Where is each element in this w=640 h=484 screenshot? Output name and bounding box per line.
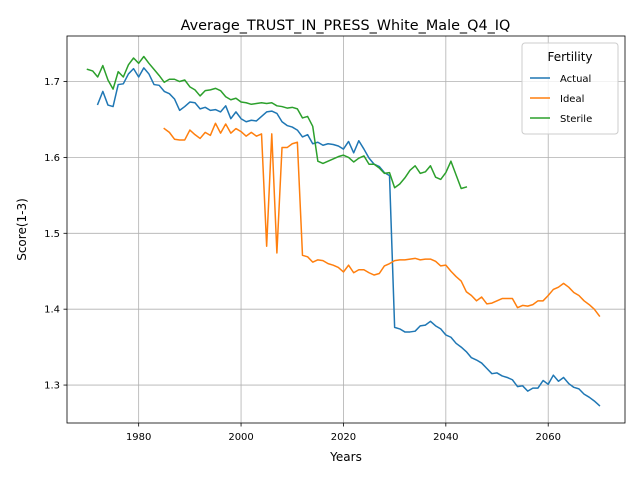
y-axis-label: Score(1-3) xyxy=(15,198,29,261)
x-tick-label: 2000 xyxy=(228,432,253,443)
legend-label-actual: Actual xyxy=(560,74,591,85)
y-tick-label: 1.4 xyxy=(44,305,60,316)
x-tick-label: 2060 xyxy=(535,432,560,443)
x-axis-label: Years xyxy=(329,450,362,464)
chart-title: Average_TRUST_IN_PRESS_White_Male_Q4_IQ xyxy=(181,18,511,34)
y-tick-label: 1.7 xyxy=(44,77,60,88)
y-tick-label: 1.3 xyxy=(44,381,60,392)
y-tick-label: 1.6 xyxy=(44,153,60,164)
x-tick-label: 2020 xyxy=(331,432,356,443)
x-tick-label: 2040 xyxy=(433,432,458,443)
legend-label-ideal: Ideal xyxy=(560,94,584,105)
y-tick-label: 1.5 xyxy=(44,229,60,240)
legend-title: Fertility xyxy=(547,50,592,64)
legend: Fertility Actual Ideal Sterile xyxy=(522,43,618,134)
x-tick-label: 1980 xyxy=(126,432,151,443)
legend-label-sterile: Sterile xyxy=(560,114,592,125)
